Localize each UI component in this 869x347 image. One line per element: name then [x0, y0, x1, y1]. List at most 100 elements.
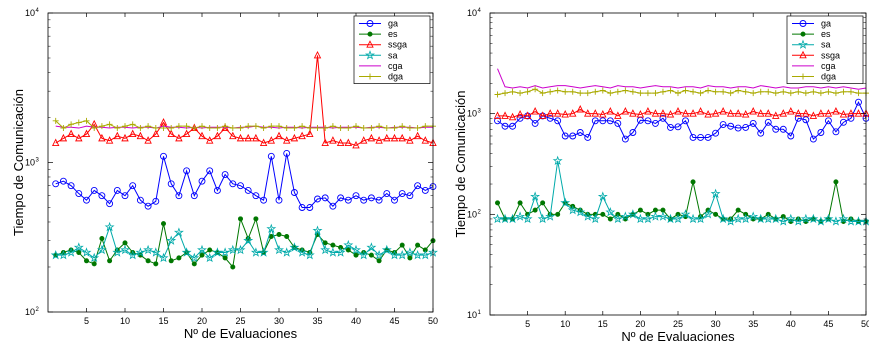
point-sa: [173, 227, 184, 237]
point-dga: [780, 88, 787, 95]
point-ssga: [313, 50, 322, 59]
point-ga: [569, 132, 577, 140]
point-ssga: [794, 109, 803, 117]
point-dga: [322, 125, 329, 132]
point-ssga: [244, 133, 252, 142]
point-es: [376, 258, 382, 264]
point-es: [555, 211, 561, 217]
point-ssga: [421, 136, 430, 144]
point-dga: [245, 123, 252, 130]
point-dga: [291, 125, 298, 132]
point-es: [833, 179, 839, 185]
point-ga: [606, 117, 614, 125]
point-ssga: [523, 111, 532, 119]
point-ssga: [591, 109, 600, 117]
point-dga: [222, 123, 229, 130]
legend-label-sa: sa: [821, 40, 831, 50]
point-dga: [712, 88, 719, 95]
y-tick-label: 10: [467, 109, 477, 119]
legend-label-es: es: [388, 29, 398, 39]
point-ga: [67, 182, 75, 190]
point-ssga: [121, 133, 129, 142]
point-dga: [91, 125, 98, 132]
point-es: [230, 264, 236, 270]
x-tick-label: 35: [748, 319, 758, 329]
point-ga: [344, 196, 352, 204]
point-sa: [389, 249, 400, 260]
point-es: [222, 255, 228, 261]
point-sa: [112, 247, 123, 257]
point-es: [161, 221, 167, 227]
point-ssga: [329, 136, 337, 144]
point-ga: [321, 194, 329, 202]
point-dga: [539, 90, 546, 97]
y-tick-exponent: 3: [478, 109, 482, 115]
point-sa: [590, 213, 601, 224]
point-sa: [96, 244, 107, 255]
series-cga: [497, 68, 867, 90]
point-es: [517, 200, 523, 206]
point-ssga: [516, 110, 524, 118]
point-sa: [763, 213, 774, 224]
point-es: [91, 261, 97, 267]
point-dga: [145, 123, 152, 130]
point-dga: [237, 125, 244, 132]
point-dga: [629, 88, 636, 95]
point-es: [276, 231, 282, 237]
point-dga: [391, 125, 398, 132]
point-es: [253, 216, 259, 222]
point-sa: [297, 247, 308, 257]
point-sa: [227, 244, 238, 255]
point-ga: [283, 149, 291, 157]
point-ssga: [167, 129, 175, 137]
x-tick-label: 25: [673, 319, 683, 329]
point-ssga: [704, 110, 712, 118]
point-dga: [577, 90, 584, 97]
point-ssga: [321, 138, 329, 146]
point-ssga: [772, 111, 780, 119]
point-ssga: [98, 133, 106, 142]
point-sa: [366, 242, 377, 252]
point-dga: [750, 90, 757, 97]
point-sa: [537, 213, 548, 224]
point-sa: [343, 239, 354, 250]
series-line-sa: [497, 160, 866, 222]
point-sa: [680, 209, 691, 219]
point-ga: [584, 134, 592, 141]
point-ga: [832, 128, 840, 136]
point-sa: [235, 244, 246, 255]
y-tick-exponent: 2: [36, 307, 40, 313]
point-ga: [621, 135, 629, 143]
point-dga: [83, 117, 90, 124]
point-sa: [258, 247, 269, 257]
point-dga: [52, 117, 59, 124]
point-dga: [299, 123, 306, 130]
legend-label-ssga: ssga: [388, 40, 407, 50]
point-es: [284, 233, 290, 239]
legend-label-sa: sa: [388, 50, 398, 60]
point-ga: [367, 194, 375, 202]
point-dga: [422, 123, 429, 130]
point-ssga: [741, 110, 750, 118]
point-sa: [575, 206, 586, 217]
point-sa: [204, 252, 215, 263]
point-ga: [824, 117, 832, 125]
point-dga: [667, 87, 674, 94]
point-dga: [742, 88, 749, 95]
y-tick-exponent: 2: [478, 209, 482, 215]
point-ssga: [113, 131, 122, 140]
x-tick-label: 25: [235, 316, 245, 326]
point-es: [713, 211, 719, 217]
point-dga: [562, 88, 569, 95]
x-axis-label: Nº de Evaluaciones: [621, 329, 735, 344]
point-ga: [802, 116, 810, 124]
point-ga: [554, 117, 562, 125]
point-sa: [853, 216, 864, 226]
x-tick-label: 15: [598, 319, 608, 329]
point-dga: [855, 90, 862, 97]
point-ssga: [839, 110, 848, 118]
point-ssga: [636, 110, 645, 118]
legend-label-ga: ga: [388, 19, 398, 29]
